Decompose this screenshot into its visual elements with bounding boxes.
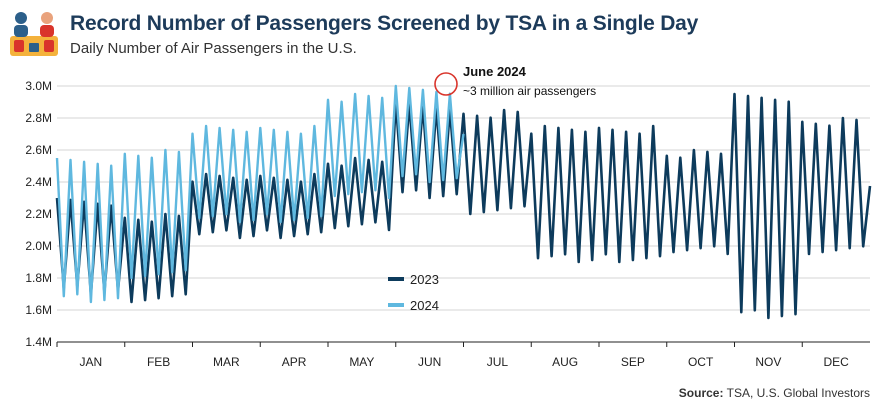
airport-security-checkpoint-icon	[10, 12, 58, 56]
x-tick-label: DEC	[823, 355, 849, 369]
y-tick-label: 2.4M	[25, 175, 52, 189]
y-tick-label: 1.4M	[25, 335, 52, 349]
y-tick-label: 3.0M	[25, 79, 52, 93]
y-axis-ticks: 1.4M 1.6M 1.8M 2.0M 2.2M 2.4M 2.6M 2.8M 3.0M	[25, 79, 52, 349]
y-tick-label: 2.6M	[25, 143, 52, 157]
x-tick-label: MAY	[349, 355, 374, 369]
x-tick-label: FEB	[147, 355, 170, 369]
source-text: TSA, U.S. Global Investors	[726, 386, 870, 400]
series-lines	[55, 84, 872, 320]
y-tick-label: 2.2M	[25, 207, 52, 221]
x-tick-label: OCT	[688, 355, 714, 369]
record-highlight-circle	[434, 72, 458, 96]
legend: 2023 2024	[388, 272, 439, 313]
annotation-text: ~3 million air passengers	[463, 84, 596, 98]
x-tick-label: AUG	[552, 355, 578, 369]
chart-title: Record Number of Passengers Screened by …	[70, 12, 699, 35]
y-tick-label: 1.6M	[25, 303, 52, 317]
x-tick-label: MAR	[213, 355, 240, 369]
y-tick-label: 1.8M	[25, 271, 52, 285]
y-tick-label: 2.0M	[25, 239, 52, 253]
x-tick-label: JAN	[80, 355, 103, 369]
series-line-2023	[55, 92, 872, 320]
x-tick-label: JUN	[418, 355, 441, 369]
x-tick-label: APR	[282, 355, 307, 369]
y-tick-label: 2.8M	[25, 111, 52, 125]
chart-subtitle: Daily Number of Air Passengers in the U.…	[70, 40, 357, 57]
annotation-group: June 2024 ~3 million air passengers	[434, 64, 596, 98]
source-note: Source: TSA, U.S. Global Investors	[679, 386, 870, 400]
legend-label-2023: 2023	[410, 272, 439, 287]
x-axis-ticks: JAN FEB MAR APR MAY JUN JUL AUG SEP OCT NOV DEC	[56, 342, 849, 369]
x-tick-label: JUL	[487, 355, 509, 369]
legend-label-2024: 2024	[410, 298, 439, 313]
x-tick-label: SEP	[621, 355, 645, 369]
series-line-2024	[55, 84, 465, 304]
x-tick-label: NOV	[755, 355, 781, 369]
source-label: Source:	[678, 386, 724, 400]
annotation-title: June 2024	[463, 64, 527, 79]
chart-header: Record Number of Passengers Screened by …	[8, 4, 868, 60]
